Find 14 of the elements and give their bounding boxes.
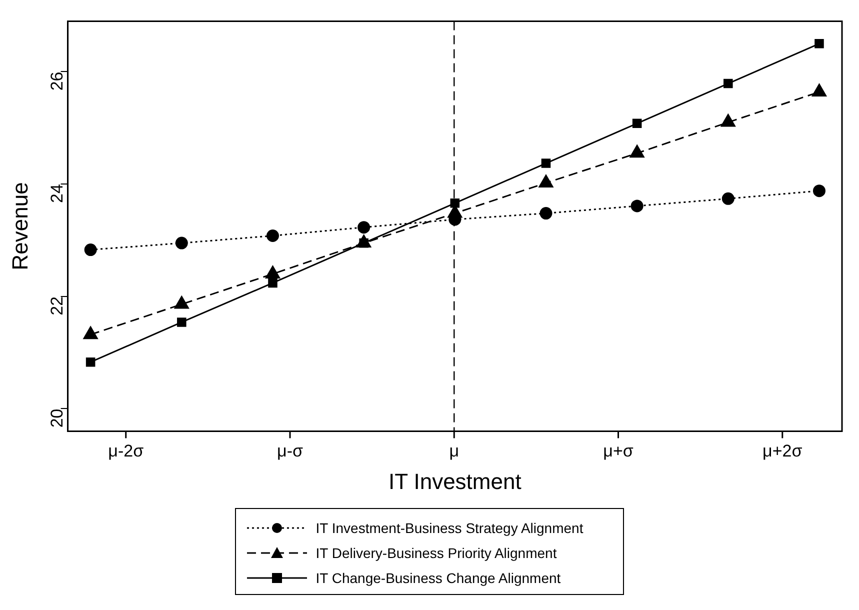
y-axis-title: Revenue: [7, 182, 32, 270]
text: μ-σ: [277, 441, 304, 460]
y-tick-label: 20: [47, 408, 66, 428]
text: μ+2σ: [762, 441, 803, 460]
y-tick-label: 24: [47, 184, 66, 203]
x-axis-title: IT Investment: [388, 468, 522, 494]
y-tick-label: 22: [47, 296, 66, 316]
legend-label: IT Change-Business Change Alignment: [316, 570, 561, 586]
y-tick-label: 26: [47, 72, 66, 91]
text: μ+σ: [603, 441, 634, 460]
legend-label: IT Delivery-Business Priority Alignment: [316, 544, 557, 560]
text: μ-2σ: [108, 441, 144, 460]
legend-label: IT Investment-Business Strategy Alignment: [316, 520, 584, 536]
text: μ: [449, 441, 460, 460]
